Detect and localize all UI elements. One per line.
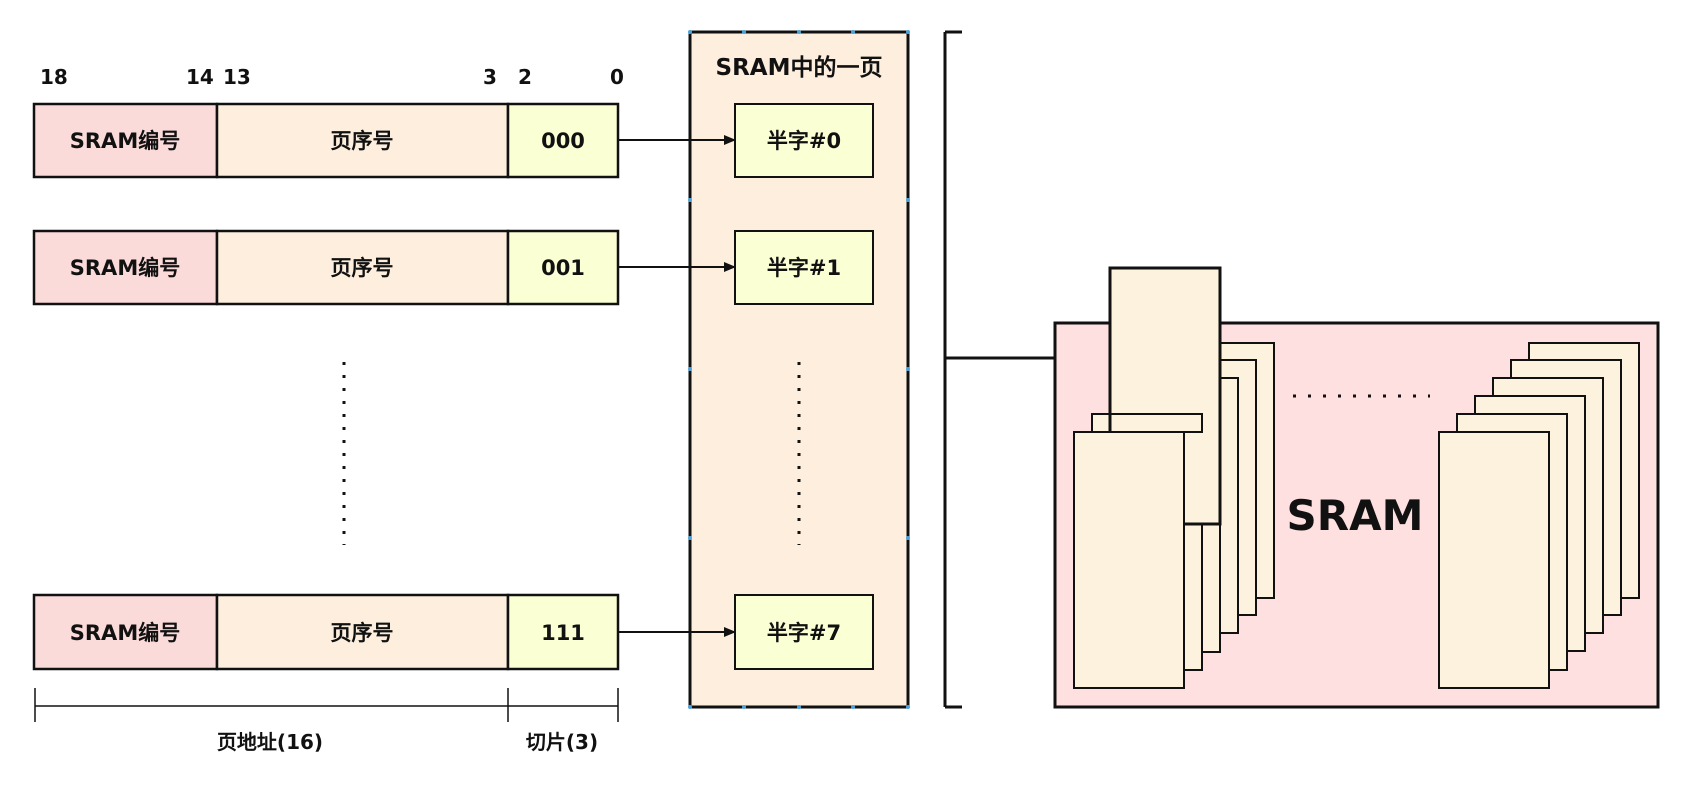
sram-chip: SRAM (1053, 266, 1660, 709)
front-slice (1073, 431, 1185, 689)
page-number-field (215, 593, 510, 671)
halfword-label: 半字#1 (767, 256, 841, 280)
slice-field (506, 102, 620, 179)
halfword-box (734, 230, 874, 305)
slice-value: 000 (541, 129, 585, 153)
bit-label-3: 3 (483, 65, 497, 89)
right-slice-stack (1438, 342, 1640, 689)
sram-number-label: SRAM编号 (70, 256, 180, 280)
address-row-2: SRAM编号 页序号 111 半字#7 (32, 593, 874, 671)
page-box-title: SRAM中的一页 (716, 54, 883, 81)
bit-labels: 18 14 13 3 2 0 (40, 65, 624, 89)
sram-number-label: SRAM编号 (70, 129, 180, 153)
bit-label-2: 2 (518, 65, 532, 89)
slice-value: 001 (541, 256, 585, 280)
sram-number-field (32, 593, 219, 671)
bit-label-14: 14 (186, 65, 214, 89)
halfword-label: 半字#0 (767, 129, 841, 153)
page-number-field (215, 102, 510, 179)
selection-handles (688, 30, 910, 709)
sram-number-label: SRAM编号 (70, 621, 180, 645)
halfword-box (734, 103, 874, 178)
address-row-1: SRAM编号 页序号 001 半字#1 (32, 229, 874, 306)
bit-label-0: 0 (610, 65, 624, 89)
halfword-box (734, 594, 874, 670)
sram-title: SRAM (1287, 491, 1424, 540)
page-number-label: 页序号 (331, 621, 394, 645)
slice-label: 切片(3) (526, 730, 598, 754)
bit-label-13: 13 (223, 65, 251, 89)
page-number-label: 页序号 (331, 129, 394, 153)
address-row-0: SRAM编号 页序号 000 半字#0 (32, 102, 874, 179)
halfword-label: 半字#7 (767, 621, 841, 645)
page-number-field (215, 229, 510, 306)
page-number-label: 页序号 (331, 256, 394, 280)
front-slice-2 (1091, 413, 1203, 433)
slice-value: 111 (541, 621, 585, 645)
bit-label-18: 18 (40, 65, 68, 89)
dimension-lines (34, 688, 619, 722)
page-address-label: 页地址(16) (217, 730, 323, 754)
